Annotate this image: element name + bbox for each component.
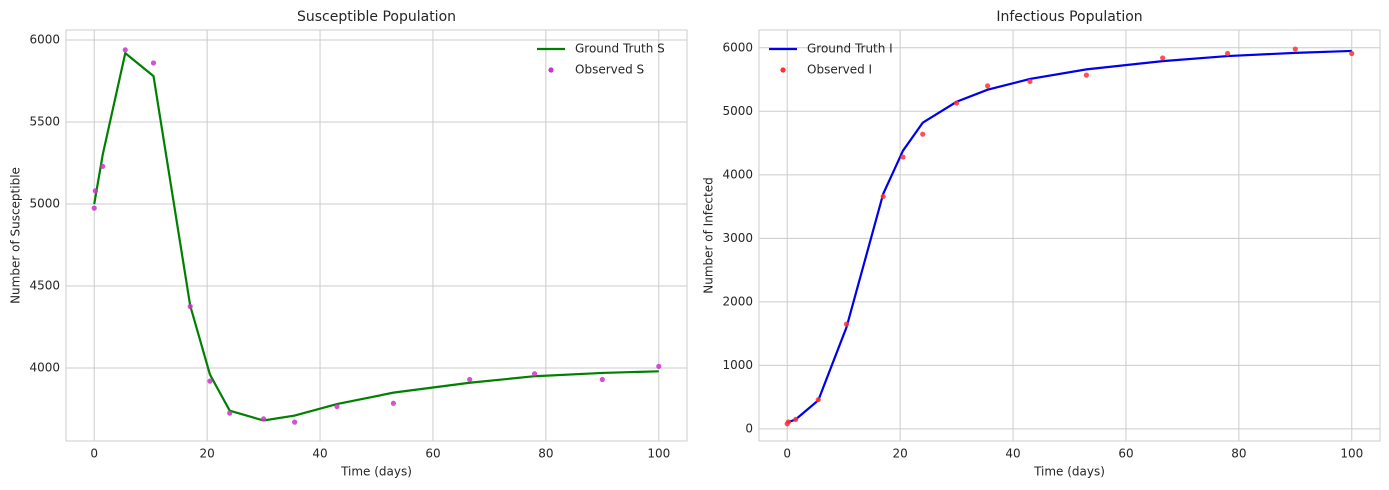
- data-point: [100, 163, 106, 169]
- x-tick-label: 0: [90, 447, 98, 461]
- data-point: [334, 403, 340, 410]
- y-tick-label: 6000: [29, 33, 60, 47]
- data-point: [599, 376, 605, 383]
- y-tick-label: 3000: [722, 231, 753, 245]
- y-tick-label: 1000: [722, 358, 753, 372]
- data-point: [390, 400, 397, 406]
- data-point: [227, 410, 233, 416]
- x-tick-label: 40: [1005, 447, 1020, 461]
- x-tick-label: 100: [1340, 447, 1363, 461]
- data-line: [93, 51, 659, 422]
- y-axis-label: Number of Susceptible: [9, 167, 23, 304]
- y-tick-label: 2000: [722, 294, 753, 308]
- data-point: [187, 303, 193, 310]
- data-point: [1027, 78, 1033, 85]
- x-tick-label: 100: [647, 447, 670, 461]
- data-point: [292, 419, 298, 425]
- chart-title: Susceptible Population: [297, 9, 456, 25]
- x-axis-label: Time (days): [340, 465, 412, 479]
- y-tick-label: 4000: [722, 167, 753, 181]
- x-tick-label: 80: [1231, 447, 1246, 461]
- data-point: [1224, 50, 1231, 57]
- x-tick-label: 80: [538, 447, 553, 461]
- x-tick-label: 60: [425, 447, 440, 461]
- data-point: [260, 416, 267, 422]
- data-point: [207, 378, 213, 384]
- data-point: [1160, 55, 1166, 61]
- chart-title: Infectious Population: [996, 9, 1142, 25]
- data-point: [467, 376, 473, 383]
- data-point: [920, 131, 926, 137]
- y-tick-label: 5000: [722, 104, 753, 118]
- data-point: [880, 193, 886, 200]
- data-point: [1292, 46, 1298, 52]
- data-point: [985, 83, 991, 89]
- x-tick-label: 20: [892, 447, 907, 461]
- legend-label: Ground Truth S: [575, 42, 665, 56]
- x-tick-label: 0: [783, 447, 791, 461]
- data-line: [786, 49, 1352, 424]
- x-tick-label: 60: [1118, 447, 1133, 461]
- legend-label: Observed S: [575, 63, 644, 77]
- legend-swatch: [780, 67, 786, 73]
- y-tick-label: 6000: [722, 40, 753, 54]
- data-point: [785, 419, 791, 425]
- x-axis-label: Time (days): [1033, 465, 1105, 479]
- data-point: [900, 154, 906, 160]
- legend-label: Ground Truth I: [807, 42, 893, 56]
- plot-frame: [758, 29, 1381, 442]
- legend-swatch: [548, 67, 554, 73]
- data-point: [150, 60, 157, 66]
- legend-label: Observed I: [807, 63, 872, 77]
- y-tick-label: 4000: [29, 361, 60, 375]
- data-point: [531, 371, 538, 377]
- y-axis-label: Number of Infected: [702, 177, 716, 293]
- plot-frame: [65, 29, 688, 442]
- y-tick-label: 5500: [29, 115, 60, 129]
- data-point: [92, 188, 98, 194]
- x-tick-label: 20: [199, 447, 214, 461]
- data-point: [122, 47, 128, 53]
- x-tick-label: 40: [312, 447, 327, 461]
- data-point: [843, 321, 850, 327]
- data-point: [656, 363, 662, 369]
- y-tick-label: 5000: [29, 197, 60, 211]
- subplot: 0 20 40 60 80 1000100020003000400050006000Inf…: [702, 9, 1381, 479]
- data-point: [793, 416, 799, 423]
- data-point: [1083, 72, 1090, 78]
- y-tick-label: 0: [745, 421, 753, 435]
- data-point: [1349, 50, 1355, 57]
- data-point: [91, 205, 97, 211]
- y-tick-label: 4500: [29, 279, 60, 293]
- data-point: [953, 100, 960, 106]
- data-point: [815, 397, 821, 403]
- subplot: 0 20 40 60 80 100 4000 4500 5000 5500 6000 Suscepti…: [9, 9, 688, 479]
